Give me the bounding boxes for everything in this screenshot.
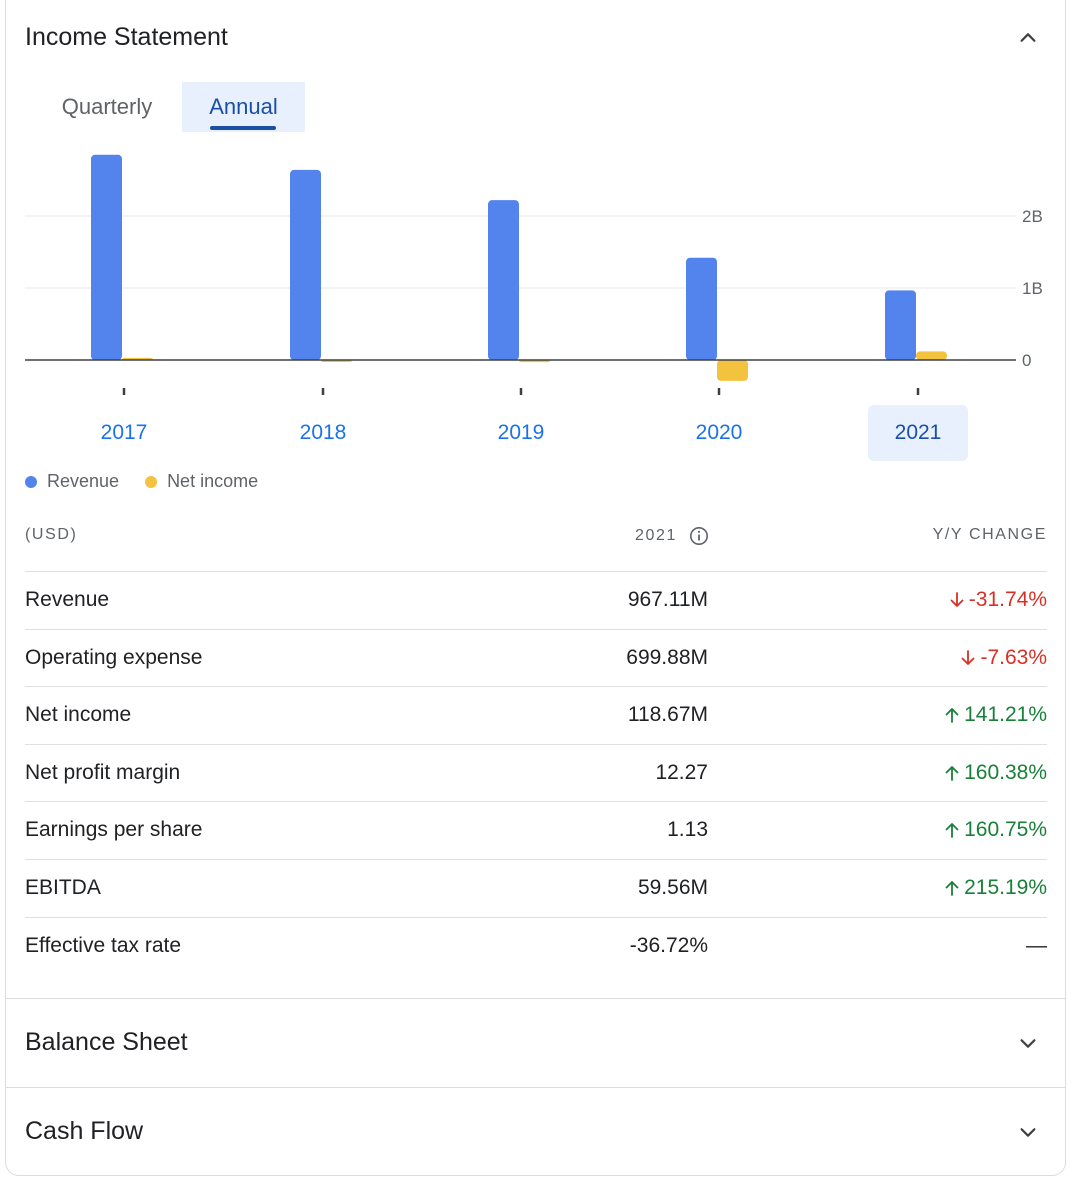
row-label: Operating expense <box>25 645 203 669</box>
table-row: Effective tax rate -36.72% — <box>25 918 1047 976</box>
row-value: 12.27 <box>655 760 708 784</box>
balance-sheet-title: Balance Sheet <box>25 1028 188 1056</box>
row-change: 215.19% <box>943 876 1047 900</box>
year-button-2021[interactable]: 2021 <box>868 405 968 461</box>
row-change-value: — <box>1026 933 1047 957</box>
chevron-up-icon[interactable] <box>1017 27 1039 49</box>
tab-selected-indicator <box>210 126 276 130</box>
y-tick-label: 0 <box>1022 351 1031 370</box>
year-button-2019[interactable]: 2019 <box>497 421 545 444</box>
row-label: Effective tax rate <box>25 933 182 957</box>
row-value: 59.56M <box>637 875 708 899</box>
row-change: 141.21% <box>943 703 1047 727</box>
row-change-value: 160.75% <box>964 818 1047 842</box>
arrow-up-icon <box>945 765 959 781</box>
row-label: Net income <box>25 703 132 727</box>
income-statement-header[interactable]: Income Statement <box>6 1 1065 71</box>
row-change: 160.38% <box>943 761 1047 785</box>
arrow-up-icon <box>945 823 959 839</box>
row-change: 160.75% <box>943 818 1047 842</box>
revenue-bar <box>686 257 717 360</box>
legend-label-revenue: Revenue <box>47 471 120 491</box>
arrow-up-icon <box>945 708 959 724</box>
table-row: Revenue 967.11M -31.74% <box>25 572 1047 630</box>
row-change: -7.63% <box>959 646 1047 670</box>
revenue-bar <box>488 200 519 360</box>
year-button-2018[interactable]: 2018 <box>299 421 347 444</box>
row-change-value: 160.38% <box>964 760 1047 784</box>
row-change-value: -31.74% <box>968 588 1047 611</box>
chevron-down-icon[interactable] <box>1017 1032 1039 1054</box>
cash-flow-header[interactable]: Cash Flow <box>6 1088 1065 1175</box>
legend-label-net-income: Net income <box>167 471 259 491</box>
y-tick-label: 1B <box>1022 279 1043 298</box>
section-divider <box>6 998 1065 999</box>
arrow-down-icon <box>962 649 975 665</box>
chart-legend: Revenue Net income <box>25 471 258 492</box>
header-currency: (USD) <box>25 526 78 543</box>
table-row: EBITDA 59.56M 215.19% <box>25 860 1047 918</box>
row-label: Net profit margin <box>25 760 181 784</box>
header-year-label: 2021 <box>635 527 677 544</box>
year-button-2020[interactable]: 2020 <box>695 421 743 444</box>
row-change-value: -7.63% <box>980 645 1047 669</box>
year-button-2017[interactable]: 2017 <box>100 421 148 444</box>
tab-annual-label: Annual <box>209 94 278 119</box>
row-change-value: 141.21% <box>964 703 1047 727</box>
info-icon[interactable] <box>689 526 709 546</box>
row-change-value: 215.19% <box>964 875 1047 899</box>
row-label: EBITDA <box>25 875 101 899</box>
tab-quarterly[interactable]: Quarterly <box>61 94 153 119</box>
row-value: -36.72% <box>629 933 708 957</box>
y-tick-label: 2B <box>1022 207 1043 226</box>
arrow-up-icon <box>945 881 959 896</box>
header-year: 2021 <box>635 526 709 546</box>
row-value: 118.67M <box>627 703 708 727</box>
table-row: Net profit margin 12.27 160.38% <box>25 745 1047 803</box>
row-change: -31.74% <box>948 588 1047 612</box>
income-statement-title: Income Statement <box>25 23 228 51</box>
table-row: Operating expense 699.88M -7.63% <box>25 630 1047 688</box>
row-value: 967.11M <box>627 588 708 611</box>
header-yoy-change: Y/Y CHANGE <box>932 526 1047 543</box>
legend-net-income: Net income <box>145 471 258 492</box>
balance-sheet-header[interactable]: Balance Sheet <box>6 999 1065 1087</box>
net-income-bar <box>916 351 947 360</box>
arrow-down-icon <box>950 592 964 607</box>
chevron-down-icon[interactable] <box>1017 1121 1039 1143</box>
row-label: Revenue <box>25 588 110 611</box>
legend-dot-net-income <box>145 475 158 488</box>
revenue-bar <box>290 169 321 360</box>
table-header: (USD) 2021 Y/Y CHANGE <box>25 519 1047 572</box>
net-income-bar <box>717 360 748 381</box>
income-table: (USD) 2021 Y/Y CHANGE Revenue 967.11M -31.… <box>25 519 1047 975</box>
row-label: Earnings per share <box>25 818 203 842</box>
section-divider <box>6 1087 1065 1088</box>
legend-revenue: Revenue <box>25 471 119 492</box>
revenue-bar <box>91 154 122 360</box>
revenue-bar <box>885 290 916 360</box>
legend-dot-revenue <box>25 475 37 488</box>
financials-card: Income Statement Quarterly Annual 0 1B 2B … <box>5 0 1066 1176</box>
cash-flow-title: Cash Flow <box>25 1117 144 1145</box>
table-row: Earnings per share 1.13 160.75% <box>25 802 1047 860</box>
row-change: — <box>1026 934 1047 958</box>
tab-annual[interactable]: Annual <box>182 82 305 132</box>
table-row: Net income 118.67M 141.21% <box>25 687 1047 745</box>
row-value: 1.13 <box>667 818 708 842</box>
row-value: 699.88M <box>626 645 708 669</box>
income-chart: 0 1B 2B <box>25 154 1043 395</box>
